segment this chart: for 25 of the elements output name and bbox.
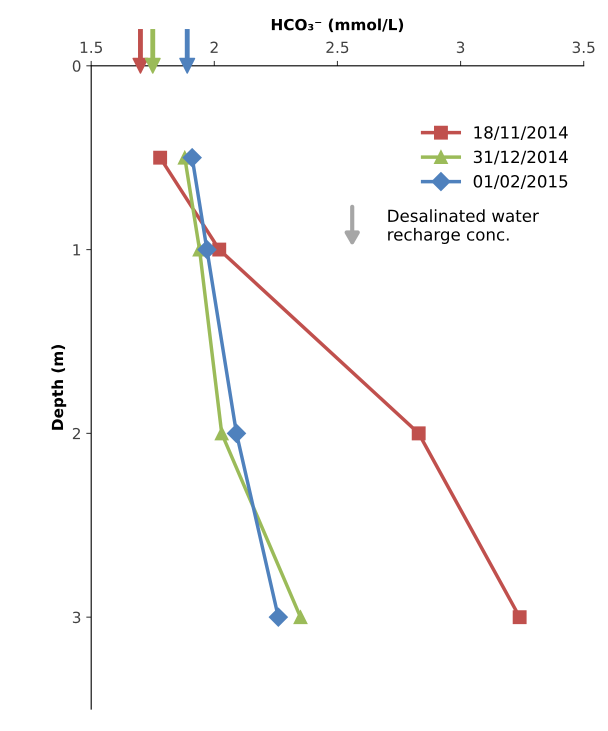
x-tick-label: 2 <box>210 42 218 53</box>
point <box>182 148 202 168</box>
x-axis-title: HCO₃⁻ (mmol/L) <box>272 18 404 32</box>
legend-label: 01/02/2015 <box>474 175 568 189</box>
y-axis-title: Depth (m) <box>51 345 66 430</box>
point <box>512 610 527 624</box>
x-tick-label: 2.5 <box>326 42 348 54</box>
point <box>212 242 226 257</box>
point <box>226 424 246 443</box>
y-tick-label: 2 <box>72 428 80 440</box>
annotation: Desalinated water recharge conc. <box>388 209 539 244</box>
legend-label: 31/12/2014 <box>474 150 568 164</box>
y-tick-label: 1 <box>73 244 80 256</box>
legend-label: 18/11/2014 <box>474 126 568 140</box>
point <box>153 150 168 165</box>
point <box>412 426 426 440</box>
point <box>214 426 229 440</box>
point <box>197 240 216 260</box>
point <box>294 610 308 624</box>
y-tick-label: 0 <box>72 60 80 72</box>
x-tick-label: 3.5 <box>572 42 594 54</box>
x-tick-label: 1.5 <box>80 42 102 54</box>
point <box>268 608 288 627</box>
y-tick-label: 3 <box>72 612 80 624</box>
x-tick-label: 3 <box>456 42 464 54</box>
